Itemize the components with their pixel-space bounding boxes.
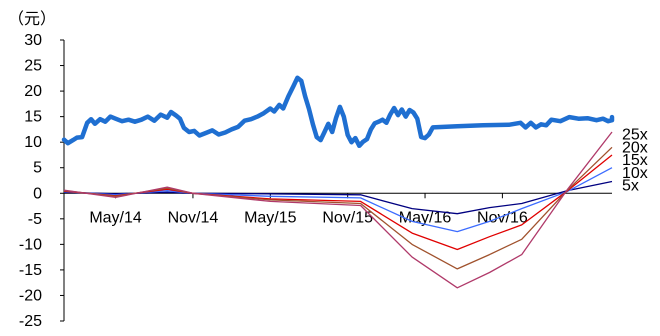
y-tick-label: -15 <box>19 262 42 279</box>
series-label-15x: 15x <box>622 152 648 169</box>
leverage-series-layer <box>63 131 613 289</box>
y-tick-label: -10 <box>19 236 42 253</box>
y-tick-label: 10 <box>24 134 42 151</box>
series-line-10x <box>63 167 613 233</box>
y-tick-label: 5 <box>33 160 42 177</box>
series-label-25x: 25x <box>622 127 648 144</box>
y-tick-label: 25 <box>24 58 42 75</box>
series-line-20x <box>63 146 613 270</box>
axes: -25 -20 -15 -10 -5 0 5 10 15 20 25 30 May/14 Nov/14 Ma… <box>19 32 612 330</box>
x-tick-label: May/15 <box>244 209 297 226</box>
y-tick-label: -25 <box>19 313 42 330</box>
y-tick-label: 30 <box>24 32 42 49</box>
series-line-15x <box>63 154 613 251</box>
y-tick-label: 0 <box>33 185 42 202</box>
y-tick-label: -5 <box>28 211 42 228</box>
series-label-10x: 10x <box>622 165 648 182</box>
price-series-layer <box>61 75 615 149</box>
y-tick-label: -20 <box>19 287 42 304</box>
x-tick-label: Nov/15 <box>322 209 373 226</box>
y-tick-label: 20 <box>24 83 42 100</box>
series-label-5x: 5x <box>622 178 639 195</box>
x-tick-label: Nov/14 <box>168 209 219 226</box>
series-label-20x: 20x <box>622 139 648 156</box>
y-axis-unit-label: （元） <box>8 9 56 28</box>
price-line <box>61 75 615 149</box>
x-tick-label: Nov/16 <box>477 209 528 226</box>
series-line-25x <box>63 131 613 289</box>
y-tick-label: 15 <box>24 109 42 126</box>
series-line-5x <box>63 180 613 215</box>
x-tick-label: May/14 <box>89 209 142 226</box>
